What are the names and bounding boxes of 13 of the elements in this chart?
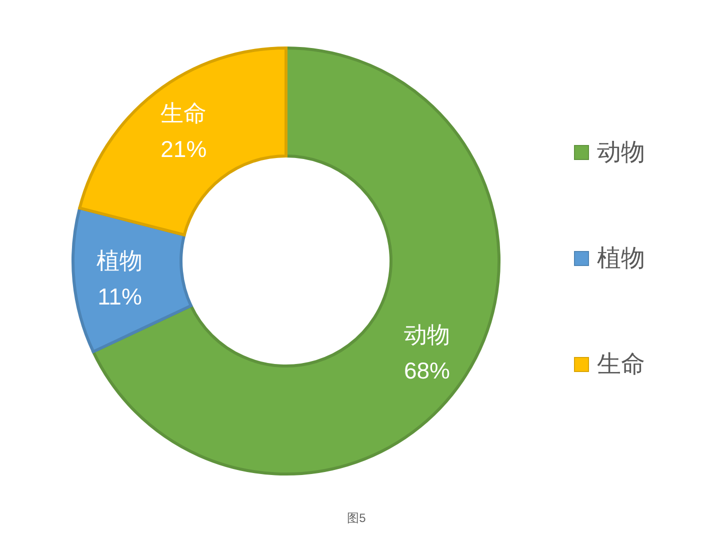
data-label: 21% [160, 136, 207, 162]
caption: 图5 [346, 510, 367, 527]
slice-label: 动物 [404, 321, 450, 348]
donut-slice [78, 46, 288, 236]
legend-label: 动物 [597, 138, 645, 168]
slice-label: 植物 [96, 248, 143, 274]
data-label: 11% [98, 284, 142, 310]
slice-label: 生命 [160, 100, 207, 126]
donut-slice [72, 206, 192, 354]
legend-label: 生命 [597, 350, 645, 380]
data-label: 68% [404, 357, 450, 384]
donut-slice [92, 46, 500, 476]
legend-label: 植物 [597, 244, 645, 274]
